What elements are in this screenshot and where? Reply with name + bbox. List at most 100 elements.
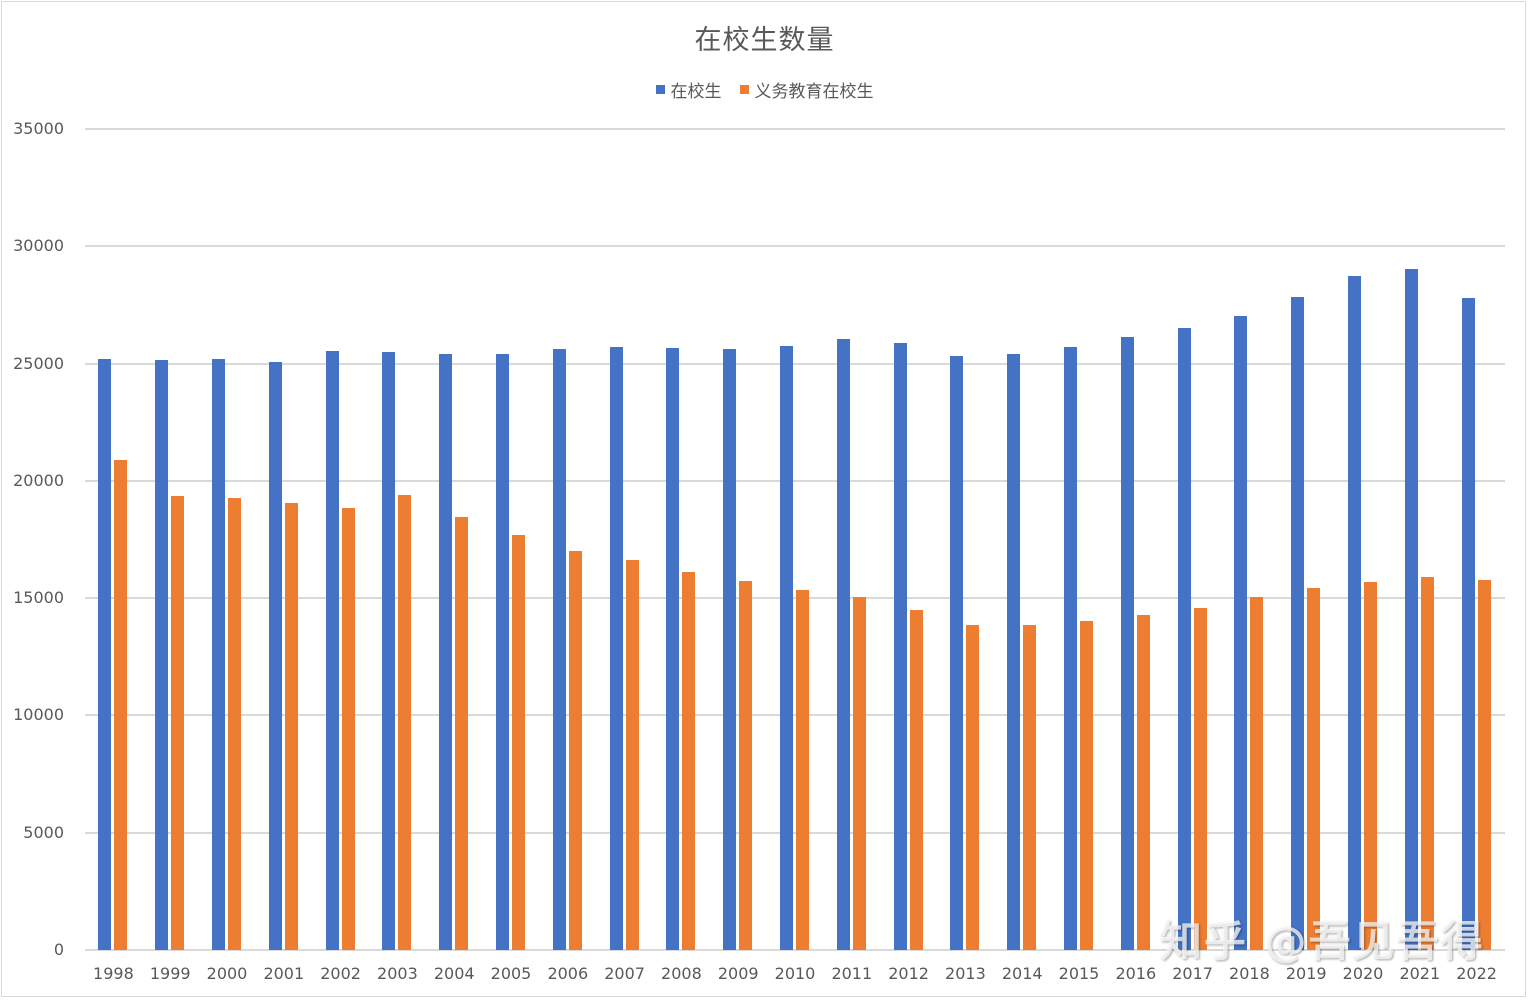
bar-students-2001 [268, 361, 282, 950]
y-tick-label: 5000 [23, 822, 64, 842]
bar-students-2019 [1291, 297, 1305, 950]
bar-compulsory-students-2015 [1080, 621, 1093, 950]
x-tick-label: 2017 [1172, 964, 1213, 983]
bar-compulsory-students-2003 [398, 494, 412, 950]
bar-compulsory-students-2016 [1136, 615, 1150, 950]
x-tick-label: 2001 [263, 964, 305, 983]
bar-students-2010 [780, 345, 793, 950]
x-tick-label: 2019 [1285, 964, 1327, 983]
x-tick-label: 2012 [888, 964, 929, 983]
gridline [85, 362, 1505, 365]
bar-students-1998 [98, 358, 112, 950]
y-tick-label: 15000 [13, 588, 64, 608]
x-tick-label: 2011 [831, 964, 873, 983]
x-tick-label: 2007 [604, 964, 645, 983]
bar-students-2021 [1404, 269, 1418, 950]
chart-title: 在校生数量 [694, 25, 835, 56]
y-tick-label: 35000 [13, 119, 64, 138]
y-tick-label: 30000 [13, 236, 64, 256]
bar-students-2003 [382, 352, 396, 950]
x-tick-label: 2016 [1115, 964, 1157, 983]
x-tick-label: 2020 [1342, 964, 1384, 983]
bar-students-2008 [666, 348, 680, 950]
bar-compulsory-students-2022 [1477, 580, 1491, 950]
x-tick-label: 2005 [490, 964, 532, 983]
bar-compulsory-students-2010 [796, 589, 809, 950]
x-tick-label: 2006 [547, 964, 589, 983]
bar-compulsory-students-2013 [966, 625, 980, 950]
gridline [85, 949, 1505, 951]
x-tick-label: 2013 [945, 964, 986, 983]
bar-students-2004 [439, 353, 453, 950]
bar-students-2007 [609, 347, 623, 950]
x-tick-label: 2022 [1456, 964, 1497, 983]
bar-compulsory-students-2007 [625, 560, 639, 950]
bar-compulsory-students-2014 [1023, 625, 1037, 950]
x-tick-label: 2014 [1001, 964, 1043, 983]
bar-students-2000 [212, 358, 225, 950]
chart-legend: 在校生 义务教育在校生 [0, 77, 1529, 102]
bar-students-1999 [155, 360, 169, 950]
watermark: 知乎 @吾见吾得 [1160, 917, 1485, 966]
bar-compulsory-students-2004 [455, 516, 469, 950]
y-tick-label: 10000 [13, 705, 64, 725]
bar-compulsory-students-1999 [171, 496, 185, 950]
x-tick-label: 2008 [661, 964, 702, 983]
legend-swatch-icon [655, 85, 665, 94]
legend-label: 在校生 [670, 82, 722, 102]
bar-compulsory-students-2001 [284, 503, 298, 950]
bar-students-2002 [325, 351, 339, 950]
bar-students-2018 [1234, 316, 1248, 950]
plot-area [85, 128, 1505, 951]
bar-compulsory-students-2020 [1364, 581, 1377, 950]
legend-label: 义务教育在校生 [754, 82, 874, 102]
bar-compulsory-students-2019 [1307, 588, 1321, 950]
bar-compulsory-students-2008 [682, 572, 696, 950]
bar-students-2017 [1177, 328, 1191, 950]
bar-students-2005 [496, 353, 509, 950]
bar-compulsory-students-2006 [568, 551, 582, 950]
gridline [85, 245, 1505, 248]
x-tick-label: 2021 [1399, 964, 1441, 983]
x-tick-label: 2002 [320, 964, 361, 983]
bar-compulsory-students-1998 [114, 459, 128, 950]
x-tick-label: 2018 [1229, 964, 1270, 983]
x-tick-label: 1999 [149, 964, 191, 983]
bar-compulsory-students-2009 [739, 581, 753, 950]
legend-swatch-icon [739, 85, 749, 94]
legend-item-compulsory-students: 义务教育在校生 [739, 77, 874, 102]
legend-item-students: 在校生 [655, 77, 722, 102]
x-tick-label: 2003 [377, 964, 418, 983]
bar-compulsory-students-2017 [1193, 608, 1207, 950]
bar-students-2016 [1120, 337, 1134, 950]
x-tick-label: 2015 [1058, 964, 1100, 983]
x-tick-label: 2010 [774, 964, 816, 983]
gridline [85, 479, 1505, 482]
y-tick-label: 25000 [13, 353, 64, 373]
bar-compulsory-students-2005 [512, 535, 525, 950]
gridline [85, 831, 1505, 834]
x-tick-label: 2000 [206, 964, 248, 983]
bar-students-2020 [1348, 276, 1361, 950]
bar-students-2015 [1064, 347, 1077, 950]
x-tick-label: 1998 [93, 964, 134, 983]
y-tick-label: 0 [53, 940, 64, 959]
bar-students-2011 [836, 339, 850, 950]
y-tick-label: 20000 [13, 470, 64, 490]
x-tick-label: 2009 [717, 964, 759, 983]
bar-compulsory-students-2002 [341, 508, 355, 950]
bar-students-2022 [1461, 298, 1475, 950]
bar-students-2013 [950, 356, 964, 950]
gridline [85, 128, 1505, 130]
gridline [85, 597, 1505, 600]
bar-students-2014 [1007, 353, 1021, 950]
bar-compulsory-students-2021 [1420, 577, 1434, 950]
bar-compulsory-students-2012 [909, 610, 923, 950]
gridline [85, 714, 1505, 717]
bar-compulsory-students-2018 [1250, 596, 1264, 950]
bar-students-2009 [723, 349, 737, 950]
bar-students-2012 [893, 343, 907, 950]
x-tick-label: 2004 [433, 964, 475, 983]
bar-compulsory-students-2000 [228, 497, 241, 950]
